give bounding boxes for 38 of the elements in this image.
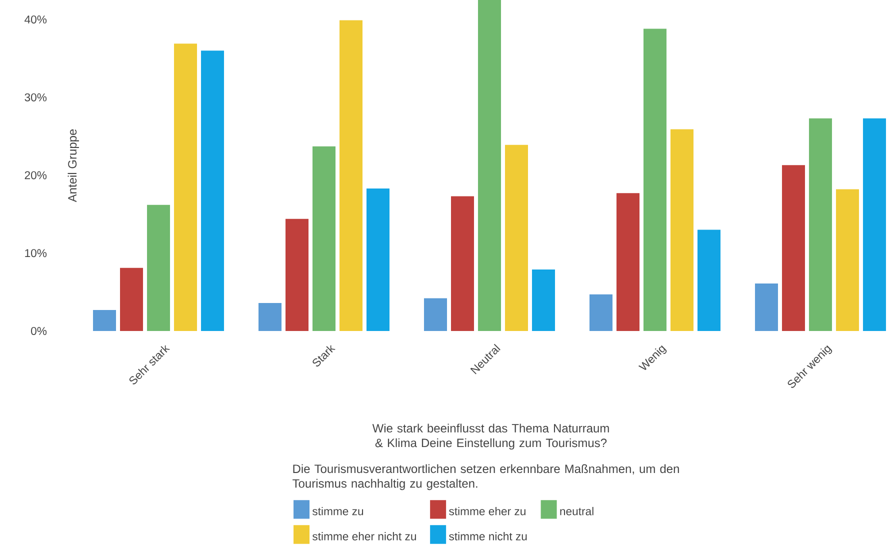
bar bbox=[836, 189, 859, 331]
bar bbox=[424, 298, 447, 331]
bar bbox=[616, 193, 640, 331]
y-tick-label: 20% bbox=[24, 171, 47, 180]
bar bbox=[366, 188, 390, 331]
bar bbox=[697, 230, 720, 331]
bar bbox=[312, 146, 336, 331]
legend-label: stimme eher zu bbox=[449, 506, 526, 516]
bar bbox=[286, 218, 309, 331]
legend-label: stimme eher nicht zu bbox=[312, 532, 416, 540]
bar bbox=[670, 129, 694, 331]
x-axis-title: Wie stark beeinflusst das Thema Naturraum & Klima Deine Einstellung zum Tourismus? bbox=[372, 424, 609, 450]
y-tick-label: 10% bbox=[25, 249, 47, 258]
bar bbox=[340, 20, 363, 331]
bar bbox=[782, 165, 805, 331]
bar bbox=[174, 44, 198, 331]
y-tick-label: 40% bbox=[24, 15, 47, 24]
bar bbox=[201, 50, 224, 331]
bar bbox=[532, 269, 555, 331]
y-axis-title: Anteil Gruppe bbox=[68, 129, 79, 202]
bar bbox=[643, 28, 666, 331]
bar bbox=[147, 204, 170, 331]
bar bbox=[120, 268, 144, 331]
bar bbox=[478, 0, 501, 331]
y-tick-label: 30% bbox=[24, 93, 47, 102]
bar bbox=[93, 310, 116, 331]
y-tick-label: 0% bbox=[31, 326, 47, 335]
bar bbox=[450, 196, 474, 331]
legend-title: Die Tourismusverantwortlichen setzen erkennbare Maßnahmen, um den Tourismus nachhaltig zu gestalten. bbox=[292, 464, 679, 490]
legend-label: neutral bbox=[560, 506, 594, 516]
bar bbox=[808, 118, 832, 331]
bar bbox=[258, 302, 282, 331]
bar bbox=[862, 118, 886, 331]
bar bbox=[589, 294, 612, 331]
legend-label: stimme zu bbox=[312, 506, 364, 516]
legend-label: stimme nicht zu bbox=[449, 532, 527, 540]
bar bbox=[505, 144, 528, 331]
bar bbox=[754, 283, 778, 331]
